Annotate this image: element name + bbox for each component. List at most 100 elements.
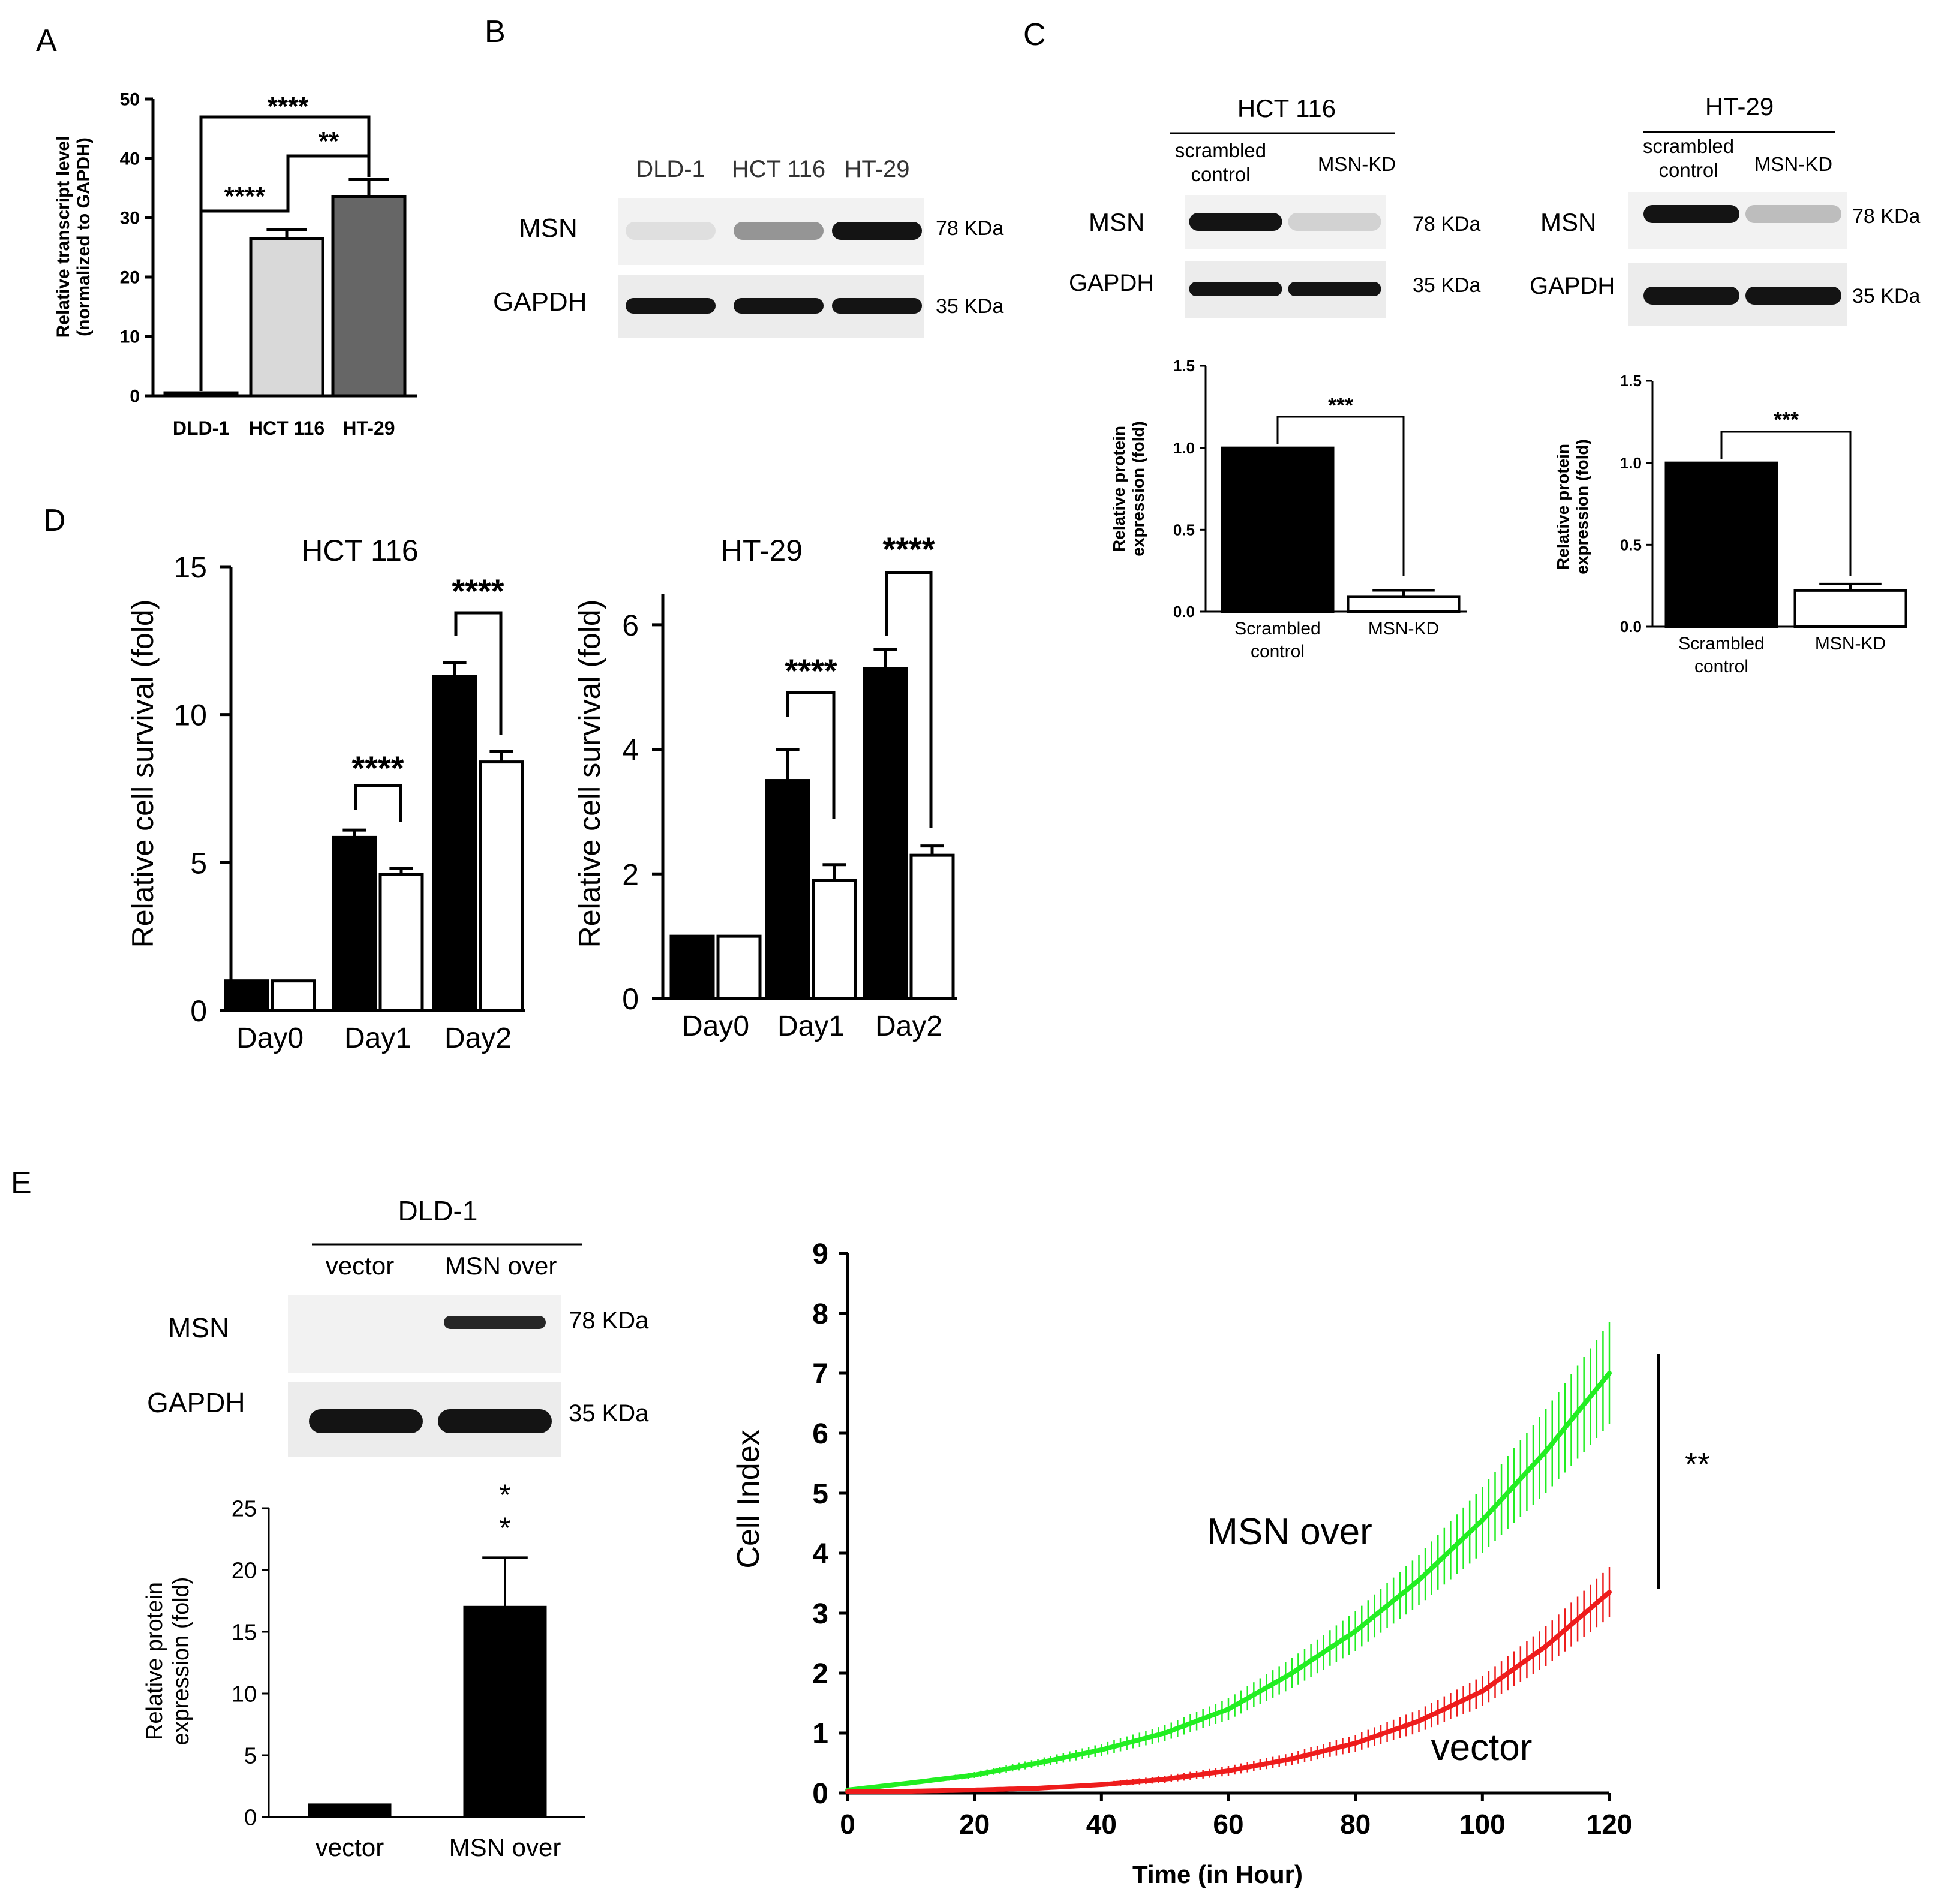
panel-letter-e: E <box>11 1166 32 1201</box>
blot-c-ht-msn-band-1 <box>1745 205 1841 223</box>
blot-c-ht-row-gapdh: GAPDH <box>1530 273 1615 299</box>
panel-e-line-errorbars-0 <box>846 1322 1611 1791</box>
panel-a-ytick-label-4: 40 <box>120 149 140 169</box>
panel-d-ht29-title: HT-29 <box>721 534 803 567</box>
significance-bracket-c1 <box>1276 416 1405 576</box>
panel-e-line-xtick-label-4: 80 <box>1340 1809 1371 1840</box>
panel-e-line-point-0-8 <box>1353 1629 1358 1634</box>
panel-c2-ytick-label-3: 1.5 <box>1620 372 1642 390</box>
panel-c-ht29-bars <box>1664 461 1907 628</box>
blot-e-size-78: 78 KDa <box>569 1307 649 1334</box>
panel-a-ytick-label-5: 50 <box>120 90 140 110</box>
series-label-msn-over: MSN over <box>1207 1511 1372 1553</box>
blot-e-msn-panel <box>288 1295 561 1373</box>
panel-c-hct116-xlabels: Scrambled control MSN-KD <box>1234 619 1439 661</box>
panel-a-xlabel-1: HCT 116 <box>249 417 324 439</box>
significance-label-d1a: **** <box>351 749 404 787</box>
panel-a-ytick-label-0: 0 <box>130 387 140 407</box>
panel-c-ht29-yticks: 0.0 0.5 1.0 1.5 <box>1620 372 1652 636</box>
blot-c-hct-row-msn: MSN <box>1089 208 1144 236</box>
panel-c2-ylabel-text-line-1: Relative protein <box>1554 444 1572 570</box>
panel-c2-ylabel-text-line-2: expression (fold) <box>1573 439 1591 574</box>
panel-d1-xlabel-2: Day2 <box>444 1022 512 1054</box>
panel-c-hct116-yticks: 0.0 0.5 1.0 1.5 <box>1173 357 1206 621</box>
panel-d2-bar-2-0 <box>863 667 908 1000</box>
blot-c-ht-size-35: 35 KDa <box>1852 285 1920 308</box>
panel-e-line-point-1-11 <box>1543 1644 1549 1649</box>
blot-c-hct-msn-band-1 <box>1288 213 1381 231</box>
significance-label-a3: ** <box>319 127 339 156</box>
blot-b-row-msn: MSN <box>519 213 578 243</box>
panel-d1-bar-0-1 <box>271 979 316 1012</box>
significance-label-d1b: **** <box>452 572 504 610</box>
panel-e-line-ytick-label-3: 3 <box>812 1598 828 1630</box>
panel-d2-bar-0-1 <box>716 934 762 1000</box>
panel-e-line-ytick-label-6: 6 <box>812 1418 828 1450</box>
significance-label-e-bar-2: * <box>499 1511 510 1545</box>
panel-letter-c: C <box>1023 17 1046 52</box>
blot-e-gapdh-band-1 <box>438 1409 552 1433</box>
panel-a-ytick-label-1: 10 <box>120 327 140 347</box>
significance-bracket-d2a <box>786 691 836 819</box>
panel-c-ht29-ylabel: Relative protein expression (fold) <box>1554 439 1591 574</box>
panel-d2-bar-1-1 <box>812 879 857 1000</box>
significance-label-c2: *** <box>1774 407 1799 432</box>
panel-e-line-point-0-4 <box>1099 1747 1104 1752</box>
panel-d1-bar-0-0 <box>224 979 269 1012</box>
significance-bracket-a1 <box>199 115 371 391</box>
panel-letter-d: D <box>43 503 66 538</box>
panel-d2-bar-2-1 <box>909 853 955 1000</box>
significance-label-e-line: ** <box>1685 1446 1710 1482</box>
panel-letter-a: A <box>36 23 57 58</box>
panel-e-line-point-0-2 <box>972 1773 977 1777</box>
panel-c2-ytick-label-1: 0.5 <box>1620 536 1642 554</box>
panel-c1-ylabel-text-line-1: Relative protein <box>1110 426 1128 552</box>
significance-bracket-a2 <box>201 154 369 213</box>
blot-b-size-78: 78 KDa <box>936 217 1003 240</box>
panel-e-line-chart: Cell Index 0 1 2 3 4 5 6 7 8 9 0 20 40 60 80 100 120 Ti… <box>731 1238 1710 1888</box>
blot-c-hct-gapdh-band-0 <box>1189 282 1282 296</box>
panel-e-blot: DLD-1 vector MSN over MSN GAPDH 78 KDa 3… <box>147 1195 649 1457</box>
blot-e-lane-msn-over: MSN over <box>445 1252 557 1280</box>
panel-e-line-ytick-label-0: 0 <box>812 1778 828 1810</box>
panel-e-bar-bars <box>308 1556 547 1819</box>
panel-e-line-xticks: 0 20 40 60 80 100 120 <box>840 1793 1632 1840</box>
panel-d-hct116-chart: HCT 116 Relative cell survival (fold) 0 5… <box>126 534 525 1054</box>
panel-c2-ytick-label-2: 1.0 <box>1620 454 1642 472</box>
significance-bracket-c2 <box>1720 431 1852 576</box>
significance-bracket-d2b <box>885 571 933 828</box>
panel-d1-bar-2-0 <box>432 675 477 1012</box>
panel-d-ht29-ylabel: Relative cell survival (fold) <box>573 600 606 948</box>
panel-e-bar-ytick-label-0: 0 <box>244 1805 257 1830</box>
panel-e-line-xtick-label-0: 0 <box>840 1809 855 1840</box>
panel-d2-ytick-label-2: 4 <box>622 733 639 767</box>
panel-d1-ytick-label-3: 15 <box>173 551 207 584</box>
blot-c-hct-row-gapdh: GAPDH <box>1069 270 1154 296</box>
panel-d-ht29-yticks: 0 2 4 6 <box>622 609 663 1016</box>
panel-c-ht29-xlabels: Scrambled control MSN-KD <box>1678 634 1886 676</box>
panel-d1-bar-1-1 <box>378 873 424 1012</box>
panel-e-line-ytick-label-2: 2 <box>812 1658 828 1690</box>
panel-e-line-ytick-label-5: 5 <box>812 1478 828 1510</box>
significance-bracket-d1b <box>454 611 503 735</box>
panel-a-bar-2 <box>331 195 407 398</box>
panel-e-bar-ylabel: Relative protein expression (fold) <box>142 1577 194 1746</box>
panel-a-ylabel-text-line-2: (normalized to GAPDH) <box>74 137 94 336</box>
blot-c-ht-gapdh-band-0 <box>1643 287 1739 305</box>
panel-d-hct116-title: HCT 116 <box>301 534 418 567</box>
panel-d1-bar-2-1 <box>479 760 524 1012</box>
blot-c-ht-msn-band-0 <box>1643 205 1739 223</box>
panel-e-bar-yticks: 0 5 10 15 20 25 <box>232 1496 269 1830</box>
panel-a-bars <box>163 178 407 398</box>
panel-e-bar-xlabel-1: MSN over <box>449 1833 561 1861</box>
blot-b-gapdh-band-2 <box>832 298 922 314</box>
blot-c-hct-lane-msnkd: MSN-KD <box>1318 153 1396 175</box>
panel-d-ht29-chart: HT-29 Relative cell survival (fold) 0 2 4 6… <box>573 530 957 1042</box>
significance-label-a2: **** <box>224 182 266 211</box>
panel-e-line-point-1-8 <box>1353 1741 1358 1746</box>
panel-a-ylabel: Relative transcript level (normalized to … <box>53 136 94 338</box>
blot-b-msn-band-2 <box>832 222 922 240</box>
panel-e-line-point-1-5 <box>1162 1777 1168 1782</box>
panel-d1-bar-1-0 <box>332 835 377 1012</box>
